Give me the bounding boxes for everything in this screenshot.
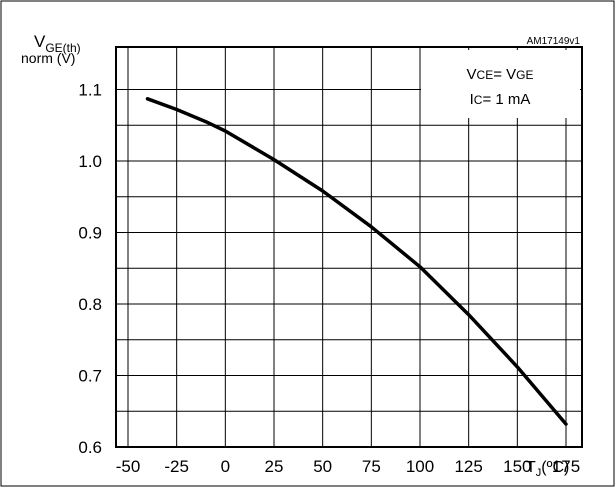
y-tick-label: 0.8 [78, 295, 102, 314]
x-tick-label: 100 [406, 457, 434, 476]
x-tick-label: 50 [313, 457, 332, 476]
x-tick-label: 75 [362, 457, 381, 476]
x-tick-label: 125 [454, 457, 482, 476]
x-tick-label: 175 [552, 457, 580, 476]
y-axis-label-line2: norm (V) [21, 50, 75, 66]
annotation-line1: VCE= VGE [467, 66, 534, 83]
series-group [145, 97, 568, 426]
annotation-line2: IC= 1 mA [470, 91, 531, 108]
figure-code: AM17149v1 [527, 36, 581, 47]
series-line [145, 97, 568, 426]
y-axis-label: VGE(th) [34, 32, 81, 55]
y-tick-label: 1.1 [78, 81, 102, 100]
y-tick-label: 0.9 [78, 224, 102, 243]
x-tick-label: -50 [116, 457, 141, 476]
x-tick-label: 150 [503, 457, 531, 476]
y-tick-label: 0.7 [78, 367, 102, 386]
y-tick-label: 0.6 [78, 438, 102, 457]
plot-border [115, 46, 583, 448]
x-axis-label: TJ(ºC) [526, 459, 569, 479]
y-tick-labels: 0.6 0.7 0.8 0.9 1.0 1.1 [78, 81, 102, 458]
x-tick-label: 25 [265, 457, 284, 476]
x-tick-label: 0 [221, 457, 230, 476]
annotation-box: VCE= VGE IC= 1 mA [421, 50, 580, 118]
x-tick-label: -25 [164, 457, 189, 476]
y-tick-label: 1.0 [78, 152, 102, 171]
x-tick-labels: -50 -25 0 25 50 75 100 125 150 175 [116, 457, 580, 476]
